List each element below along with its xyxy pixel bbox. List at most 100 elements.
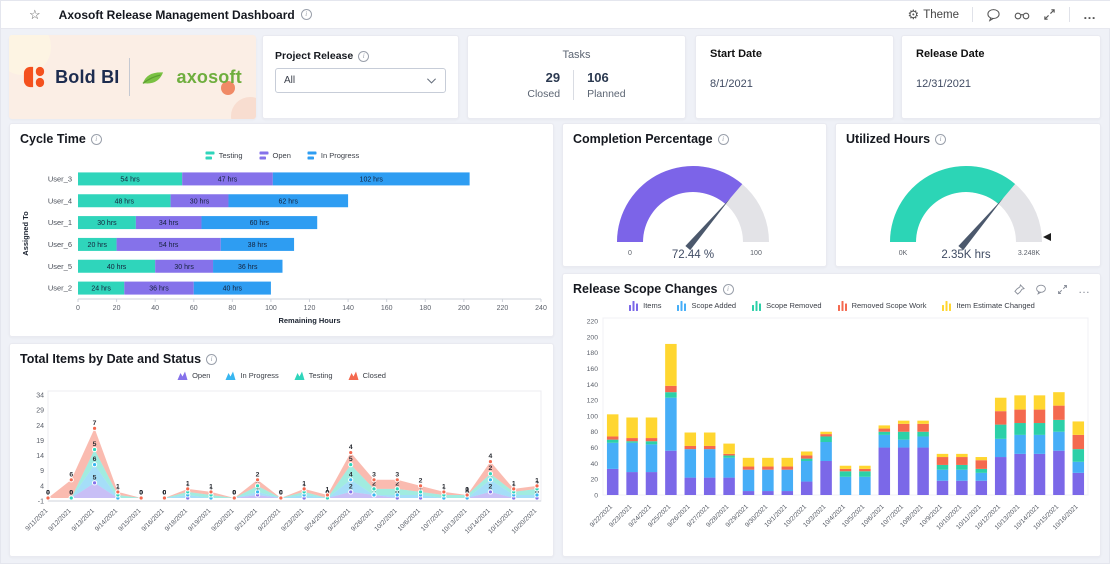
release-scope-info-icon[interactable] <box>722 283 734 295</box>
svg-text:0K: 0K <box>899 250 908 257</box>
svg-text:9/15/2021: 9/15/2021 <box>117 507 143 533</box>
svg-text:9/25/2021: 9/25/2021 <box>327 507 353 533</box>
svg-text:10/2/2021: 10/2/2021 <box>373 507 399 533</box>
project-release-dropdown[interactable]: All <box>275 68 446 93</box>
svg-text:200: 200 <box>458 305 470 312</box>
svg-text:0: 0 <box>139 489 143 496</box>
completion-percentage-title: Completion Percentage <box>573 132 713 146</box>
svg-text:0: 0 <box>232 489 236 496</box>
legend-item-scope-added[interactable]: Scope Added <box>676 300 736 311</box>
svg-text:80: 80 <box>228 305 236 312</box>
svg-text:0: 0 <box>69 489 73 496</box>
more-options-icon[interactable]: … <box>1078 282 1090 296</box>
svg-text:4: 4 <box>489 453 493 460</box>
favorite-star-icon[interactable]: ☆ <box>29 6 41 22</box>
svg-text:0: 0 <box>232 489 236 496</box>
svg-text:100: 100 <box>750 250 762 257</box>
release-scope-chart[interactable]: 0 20 40 60 80 100 120 140 160 180 200 220 9/22/2021 9… <box>563 313 1100 556</box>
legend-item-closed[interactable]: Closed <box>348 370 386 381</box>
svg-text:2: 2 <box>489 465 493 472</box>
total-items-card: Total Items by Date and Status Open In Pr… <box>9 343 554 557</box>
svg-text:20 hrs: 20 hrs <box>88 242 108 249</box>
legend-item-testing[interactable]: Testing <box>204 150 243 161</box>
cycle-time-chart[interactable]: User_3 54 hrs 47 hrs 102 hrs User_4 48 hrs 30 … <box>10 163 553 336</box>
dashboard-info-icon[interactable] <box>300 9 312 20</box>
svg-text:User_2: User_2 <box>48 284 72 293</box>
svg-text:5: 5 <box>93 474 97 481</box>
svg-text:220: 220 <box>497 305 509 312</box>
svg-text:9/16/2021: 9/16/2021 <box>140 507 166 533</box>
svg-text:40: 40 <box>151 305 159 312</box>
svg-text:9/14/2021: 9/14/2021 <box>94 507 120 533</box>
svg-text:1: 1 <box>326 486 330 493</box>
svg-text:36 hrs: 36 hrs <box>149 286 169 293</box>
theme-button[interactable]: ⚙ Theme <box>908 7 959 23</box>
svg-text:30 hrs: 30 hrs <box>174 264 194 271</box>
legend-item-scope-removed[interactable]: Scope Removed <box>751 300 822 311</box>
completion-percentage-info-icon[interactable] <box>717 133 729 145</box>
start-date-value: 8/1/2021 <box>710 78 753 90</box>
toolbar-divider <box>972 7 973 22</box>
glasses-icon <box>1014 12 1030 19</box>
svg-text:0: 0 <box>279 489 283 496</box>
legend-item-open[interactable]: Open <box>177 370 210 381</box>
svg-text:19: 19 <box>36 438 44 445</box>
svg-text:2: 2 <box>489 483 493 490</box>
total-items-chart[interactable]: -149141924293400500000010002100002000060… <box>10 383 553 556</box>
comment-bubble-icon[interactable] <box>1035 284 1047 295</box>
svg-text:160: 160 <box>381 305 393 312</box>
svg-text:9/20/2021: 9/20/2021 <box>210 507 236 533</box>
utilized-hours-card: Utilized Hours 0K 3.248K 2.35K hrs <box>835 123 1101 267</box>
legend-item-in-progress[interactable]: In Progress <box>225 370 279 381</box>
expand-icon[interactable] <box>1057 284 1068 295</box>
cycle-time-legend: Testing Open In Progress <box>10 148 553 163</box>
views-button[interactable] <box>1014 9 1030 21</box>
legend-label: Open <box>192 371 211 380</box>
legend-item-item-estimate-changed[interactable]: Item Estimate Changed <box>941 300 1035 311</box>
legend-item-testing[interactable]: Testing <box>294 370 333 381</box>
legend-item-open[interactable]: Open <box>258 150 291 161</box>
dashboard-title: Axosoft Release Management Dashboard <box>58 7 295 22</box>
svg-text:40 hrs: 40 hrs <box>107 264 127 271</box>
decor-circle <box>231 97 256 119</box>
legend-item-in-progress[interactable]: In Progress <box>306 150 359 161</box>
svg-text:0: 0 <box>594 493 598 500</box>
svg-text:0: 0 <box>46 489 50 496</box>
comments-button[interactable] <box>986 8 1001 22</box>
svg-text:30 hrs: 30 hrs <box>190 198 210 205</box>
svg-text:Remaining Hours: Remaining Hours <box>278 316 340 325</box>
svg-text:24 hrs: 24 hrs <box>91 286 111 293</box>
pin-icon[interactable] <box>1014 283 1025 295</box>
svg-text:User_4: User_4 <box>48 196 72 205</box>
svg-text:0: 0 <box>46 489 50 496</box>
svg-text:Assigned To: Assigned To <box>21 211 30 256</box>
project-release-label: Project Release <box>275 50 354 62</box>
tasks-kpi-card: Tasks 29 Closed 106 Planned <box>467 35 686 119</box>
svg-text:6: 6 <box>93 456 97 463</box>
svg-text:5: 5 <box>349 456 353 463</box>
svg-text:4: 4 <box>349 444 353 451</box>
release-scope-svg: 0204060801001201401601802002209/22/20219… <box>587 317 1089 531</box>
svg-text:0: 0 <box>46 489 50 496</box>
cycle-time-info-icon[interactable] <box>90 133 102 145</box>
project-release-info-icon[interactable] <box>358 50 370 62</box>
legend-label: Scope Removed <box>766 301 822 310</box>
total-items-info-icon[interactable] <box>206 353 218 365</box>
svg-text:1: 1 <box>209 483 213 490</box>
svg-text:29: 29 <box>36 408 44 415</box>
svg-text:6: 6 <box>69 471 73 478</box>
start-date-label: Start Date <box>710 48 762 60</box>
utilized_gauge-svg: 0K 3.248K 2.35K hrs <box>890 166 1051 261</box>
utilized-hours-info-icon[interactable] <box>935 133 947 145</box>
svg-text:38 hrs: 38 hrs <box>248 242 268 249</box>
svg-text:0: 0 <box>139 489 143 496</box>
svg-text:0: 0 <box>279 489 283 496</box>
legend-item-items[interactable]: Items <box>628 300 661 311</box>
legend-label: Testing <box>218 151 243 160</box>
svg-text:1: 1 <box>116 483 120 490</box>
more-options-button[interactable]: … <box>1083 7 1097 22</box>
svg-text:2: 2 <box>419 477 423 484</box>
fullscreen-button[interactable] <box>1043 8 1056 21</box>
legend-item-removed-scope-work[interactable]: Removed Scope Work <box>837 300 926 311</box>
svg-text:34: 34 <box>36 393 44 400</box>
